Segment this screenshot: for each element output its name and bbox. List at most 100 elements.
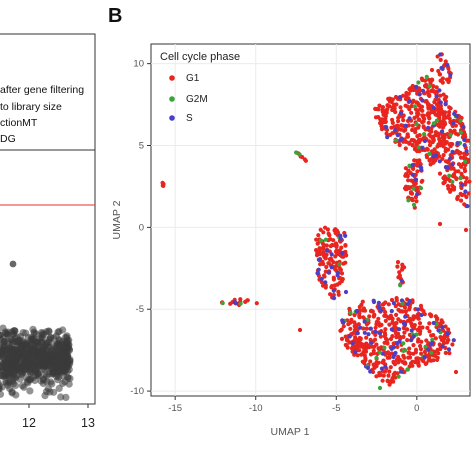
point-g1 xyxy=(364,335,369,340)
point-g1 xyxy=(447,105,452,110)
point-g1 xyxy=(402,330,407,335)
point-g1 xyxy=(228,301,233,306)
point-g1 xyxy=(362,361,367,366)
point-g1 xyxy=(417,117,422,122)
point-g1 xyxy=(425,325,430,330)
panel-a-point xyxy=(55,337,64,345)
point-g1 xyxy=(435,144,440,149)
point-g1 xyxy=(390,320,395,325)
point-g1 xyxy=(441,153,446,158)
point-g1 xyxy=(339,336,345,341)
point-g1 xyxy=(428,162,433,167)
point-g1 xyxy=(401,113,406,118)
point-g1 xyxy=(402,355,407,360)
point-g1 xyxy=(463,162,468,168)
point-g2m xyxy=(458,176,463,181)
point-g1 xyxy=(361,326,366,331)
point-g1 xyxy=(390,97,395,102)
point-s xyxy=(343,233,348,238)
point-g2m xyxy=(416,80,421,85)
point-g2m xyxy=(297,152,302,157)
point-g1 xyxy=(368,352,374,357)
point-g1 xyxy=(437,171,443,176)
point-g1 xyxy=(438,93,443,98)
panel-a: after gene filtering to library size cti… xyxy=(0,33,96,430)
point-s xyxy=(377,331,383,336)
point-g2m xyxy=(374,355,379,360)
point-g1 xyxy=(431,333,436,338)
panel-a-legend-line-3: ctionMT xyxy=(0,117,38,129)
point-g1 xyxy=(462,202,467,207)
panel-a-point xyxy=(46,333,55,342)
point-g1 xyxy=(384,131,389,136)
panel-a-point xyxy=(60,372,68,380)
panel-a-point xyxy=(37,377,45,385)
point-g1 xyxy=(360,299,365,304)
point-g1 xyxy=(427,329,432,334)
point-g1 xyxy=(403,96,409,102)
x-tick-label: -5 xyxy=(332,403,340,414)
point-g1 xyxy=(367,314,372,319)
point-g1 xyxy=(427,355,432,360)
point-g1 xyxy=(413,130,418,135)
point-g1 xyxy=(317,249,322,254)
point-g1 xyxy=(341,261,346,266)
point-s xyxy=(391,354,396,360)
point-s xyxy=(355,331,360,336)
point-g1 xyxy=(245,298,250,303)
legend-label-s: S xyxy=(186,113,193,124)
legend: Cell cycle phase G1 G2M S xyxy=(160,51,240,124)
point-g1 xyxy=(421,124,426,129)
point-g1 xyxy=(391,359,396,364)
point-s xyxy=(399,136,404,141)
point-g1 xyxy=(391,379,396,384)
point-g1 xyxy=(464,176,469,181)
point-g1 xyxy=(386,373,391,378)
point-g1 xyxy=(315,241,320,246)
point-g1 xyxy=(443,146,448,151)
point-s xyxy=(417,92,422,97)
point-g1 xyxy=(322,273,327,278)
point-g1 xyxy=(459,164,464,169)
point-g1 xyxy=(384,340,389,345)
point-g1 xyxy=(405,338,410,343)
point-s xyxy=(409,338,414,343)
panel-a-point xyxy=(16,350,24,359)
point-s xyxy=(440,325,445,330)
point-s xyxy=(397,327,402,332)
point-g2m xyxy=(423,344,428,349)
point-g1 xyxy=(383,119,388,124)
point-g1 xyxy=(346,322,351,327)
point-g1 xyxy=(254,301,259,306)
point-g1 xyxy=(385,107,390,112)
point-g1 xyxy=(410,127,415,133)
point-g1 xyxy=(383,318,388,323)
point-s xyxy=(415,307,421,312)
point-g1 xyxy=(402,369,407,375)
panel-a-point xyxy=(2,356,10,364)
point-g2m xyxy=(434,118,439,123)
point-g1 xyxy=(445,183,451,189)
point-g2m xyxy=(412,104,417,109)
point-g1 xyxy=(441,125,446,130)
point-g1 xyxy=(389,297,395,303)
point-g1 xyxy=(403,146,408,151)
point-g1 xyxy=(437,342,442,347)
point-g1 xyxy=(459,198,464,203)
point-g1 xyxy=(448,189,453,194)
panel-a-point xyxy=(26,387,34,395)
point-g1 xyxy=(329,284,334,289)
point-g1 xyxy=(443,159,449,164)
point-g2m xyxy=(407,163,412,168)
panel-a-point xyxy=(0,324,7,332)
point-g1 xyxy=(377,370,382,375)
point-g1 xyxy=(321,261,326,267)
point-g2m xyxy=(411,186,416,191)
panel-a-point xyxy=(11,363,19,371)
point-g1 xyxy=(328,244,333,249)
point-g1 xyxy=(414,158,419,163)
point-s xyxy=(431,320,436,326)
point-g1 xyxy=(395,260,401,265)
panel-a-point xyxy=(48,340,56,348)
point-g1 xyxy=(398,366,403,371)
